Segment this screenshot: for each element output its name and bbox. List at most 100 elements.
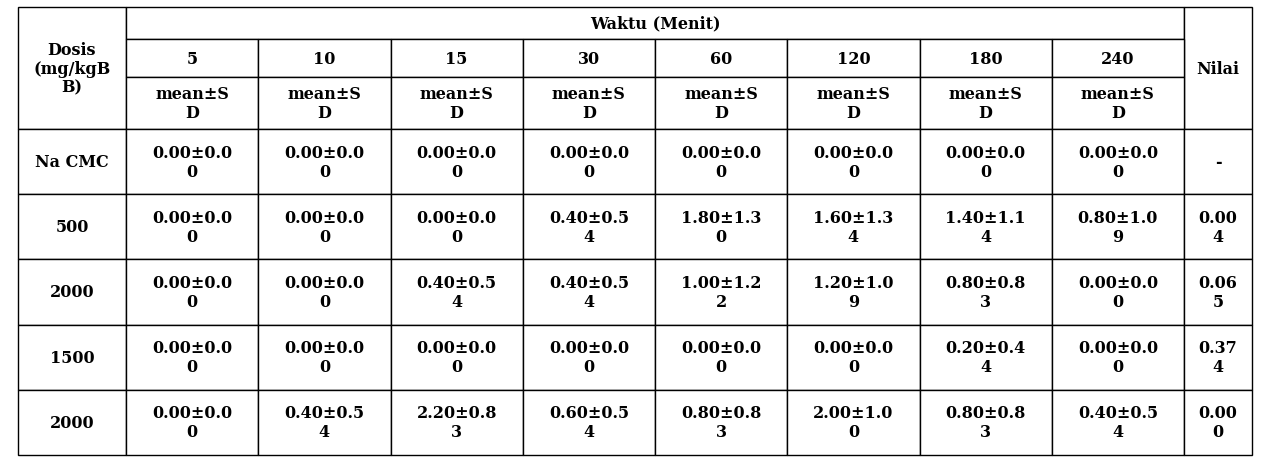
Bar	[126, 390, 258, 455]
Text: 0.80±1.0
9: 0.80±1.0 9	[1078, 209, 1158, 245]
Text: Dosis
(mg/kgB
B): Dosis (mg/kgB B)	[33, 42, 110, 96]
Bar	[523, 130, 655, 195]
Bar	[126, 78, 258, 130]
Bar	[655, 325, 787, 390]
Bar	[258, 390, 390, 455]
Text: mean±S
D: mean±S D	[817, 86, 890, 122]
Bar	[919, 195, 1052, 260]
Text: 0.00±0.0
0: 0.00±0.0 0	[681, 144, 761, 180]
Text: 500: 500	[56, 219, 89, 236]
Text: 0.20±0.4
4: 0.20±0.4 4	[945, 339, 1026, 375]
Text: 2000: 2000	[50, 284, 94, 301]
Bar	[1052, 325, 1184, 390]
Text: 0.00±0.0
0: 0.00±0.0 0	[284, 144, 364, 180]
Text: 0.00±0.0
0: 0.00±0.0 0	[152, 275, 232, 310]
Bar	[390, 390, 523, 455]
Bar	[919, 78, 1052, 130]
Text: -: -	[1214, 154, 1222, 171]
Text: mean±S
D: mean±S D	[419, 86, 494, 122]
Text: 1.60±1.3
4: 1.60±1.3 4	[813, 209, 894, 245]
Bar	[390, 325, 523, 390]
Bar	[919, 130, 1052, 195]
Bar	[1052, 130, 1184, 195]
Text: 0.00
0: 0.00 0	[1199, 405, 1237, 440]
Text: 120: 120	[837, 50, 870, 67]
Bar	[1184, 390, 1252, 455]
Bar	[787, 78, 919, 130]
Text: 0.37
4: 0.37 4	[1199, 339, 1237, 375]
Text: 0.00±0.0
0: 0.00±0.0 0	[946, 144, 1026, 180]
Bar	[1052, 195, 1184, 260]
Bar	[1184, 195, 1252, 260]
Bar	[655, 195, 787, 260]
Bar	[258, 325, 390, 390]
Bar	[258, 130, 390, 195]
Bar	[787, 195, 919, 260]
Text: Nilai: Nilai	[1196, 60, 1240, 77]
Bar	[390, 195, 523, 260]
Bar	[18, 195, 126, 260]
Text: 0.00±0.0
0: 0.00±0.0 0	[681, 339, 761, 375]
Bar	[258, 260, 390, 325]
Text: mean±S
D: mean±S D	[287, 86, 361, 122]
Text: 0.00±0.0
0: 0.00±0.0 0	[1078, 144, 1158, 180]
Text: 0.00±0.0
0: 0.00±0.0 0	[1078, 275, 1158, 310]
Bar	[390, 130, 523, 195]
Text: 15: 15	[446, 50, 467, 67]
Bar	[258, 40, 390, 78]
Bar	[126, 195, 258, 260]
Bar	[655, 130, 787, 195]
Bar	[18, 325, 126, 390]
Bar	[126, 130, 258, 195]
Text: 0.00±0.0
0: 0.00±0.0 0	[152, 144, 232, 180]
Bar	[787, 390, 919, 455]
Text: 0.80±0.8
3: 0.80±0.8 3	[945, 405, 1026, 440]
Bar	[1052, 260, 1184, 325]
Bar	[1052, 390, 1184, 455]
Bar	[1184, 8, 1252, 130]
Bar	[18, 260, 126, 325]
Bar	[919, 260, 1052, 325]
Bar	[523, 195, 655, 260]
Text: 2.00±1.0
0: 2.00±1.0 0	[813, 405, 894, 440]
Text: 0.40±0.5
4: 0.40±0.5 4	[549, 209, 629, 245]
Bar	[1184, 325, 1252, 390]
Text: 60: 60	[710, 50, 733, 67]
Bar	[126, 260, 258, 325]
Text: 180: 180	[969, 50, 1002, 67]
Bar	[787, 325, 919, 390]
Text: 0.00±0.0
0: 0.00±0.0 0	[284, 209, 364, 245]
Bar	[18, 130, 126, 195]
Bar	[126, 40, 258, 78]
Text: 0.80±0.8
3: 0.80±0.8 3	[945, 275, 1026, 310]
Bar	[523, 260, 655, 325]
Text: 0.40±0.5
4: 0.40±0.5 4	[1078, 405, 1158, 440]
Bar	[919, 40, 1052, 78]
Text: 0.00±0.0
0: 0.00±0.0 0	[152, 405, 232, 440]
Bar	[390, 40, 523, 78]
Text: Waktu (Menit): Waktu (Menit)	[589, 15, 720, 32]
Text: 0.00±0.0
0: 0.00±0.0 0	[813, 339, 893, 375]
Bar	[523, 390, 655, 455]
Text: mean±S
D: mean±S D	[1081, 86, 1154, 122]
Bar	[919, 325, 1052, 390]
Bar	[126, 8, 1184, 40]
Bar	[126, 325, 258, 390]
Text: 1.00±1.2
2: 1.00±1.2 2	[681, 275, 762, 310]
Bar	[919, 390, 1052, 455]
Text: 1500: 1500	[50, 349, 94, 366]
Bar	[390, 260, 523, 325]
Text: 30: 30	[578, 50, 599, 67]
Text: 0.40±0.5
4: 0.40±0.5 4	[284, 405, 364, 440]
Text: 5: 5	[187, 50, 198, 67]
Text: mean±S
D: mean±S D	[949, 86, 1022, 122]
Text: 1.20±1.0
9: 1.20±1.0 9	[813, 275, 894, 310]
Text: 0.60±0.5
4: 0.60±0.5 4	[549, 405, 629, 440]
Text: 0.00±0.0
0: 0.00±0.0 0	[284, 275, 364, 310]
Text: mean±S
D: mean±S D	[155, 86, 229, 122]
Text: 10: 10	[314, 50, 335, 67]
Text: 2000: 2000	[50, 414, 94, 431]
Text: 0.80±0.8
3: 0.80±0.8 3	[681, 405, 761, 440]
Bar	[523, 325, 655, 390]
Bar	[787, 260, 919, 325]
